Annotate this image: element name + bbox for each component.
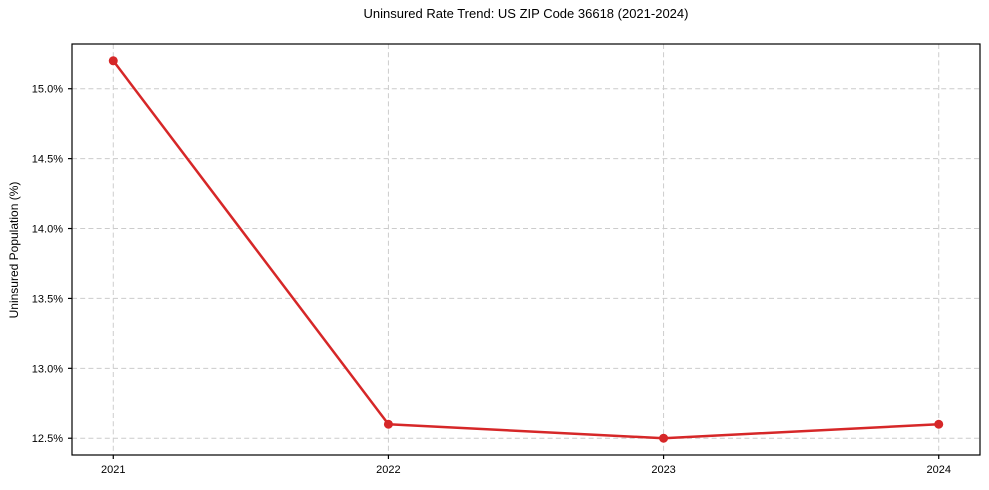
y-tick-label: 12.5%	[32, 433, 63, 445]
plot-border	[71, 43, 981, 456]
x-tick-label: 2021	[101, 464, 125, 476]
data-point	[934, 419, 944, 429]
x-tick-label: 2023	[651, 464, 675, 476]
y-tick-label: 14.0%	[32, 224, 63, 236]
data-point	[108, 56, 118, 66]
data-point	[383, 419, 393, 429]
chart-title: Uninsured Rate Trend: US ZIP Code 36618 …	[363, 6, 689, 21]
y-tick-label: 14.5%	[32, 154, 63, 166]
data-point	[659, 433, 669, 443]
x-tick-label: 2022	[376, 464, 400, 476]
x-tick-label: 2024	[926, 464, 950, 476]
trend-line	[112, 59, 940, 440]
y-tick-label: 13.5%	[32, 293, 63, 305]
y-tick-label: 15.0%	[32, 84, 63, 96]
y-tick-label: 13.0%	[32, 363, 63, 375]
